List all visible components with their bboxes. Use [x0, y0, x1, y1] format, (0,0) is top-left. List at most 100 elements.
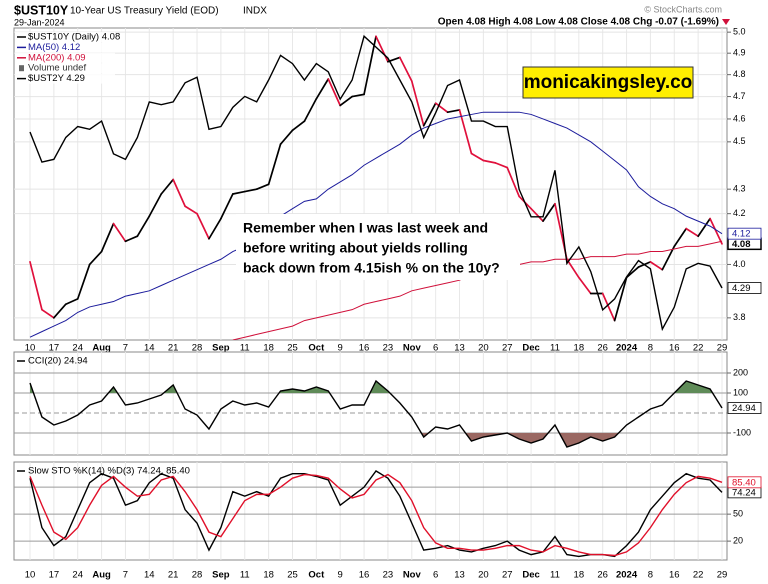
price-segment [124, 235, 139, 243]
price-segment [160, 178, 175, 195]
security-name: 10-Year US Treasury Yield (EOD) [70, 6, 219, 17]
band-fill [30, 381, 722, 393]
price-segment [422, 102, 437, 127]
x-tick-label: 20 [478, 343, 489, 354]
value-box-label: 74.24 [732, 487, 756, 498]
down-arrow [722, 19, 730, 25]
value-box-label: 4.12 [732, 229, 751, 240]
x-tick-label: 13 [454, 343, 465, 354]
series-line [29, 111, 723, 338]
x-tick-label: Aug [92, 343, 111, 354]
legend-bg [15, 52, 115, 63]
price-segment [613, 276, 628, 322]
legend-bg [15, 63, 115, 74]
y-tick-label: 3.8 [733, 312, 746, 322]
symbol: $UST10Y [14, 3, 69, 17]
price-segment [100, 222, 115, 253]
x-tick-label: Sep [212, 570, 230, 581]
price-segment [709, 217, 723, 245]
legend-label: MA(200) 4.09 [28, 52, 86, 63]
x-tick-label: Nov [403, 570, 422, 581]
price-segment [661, 245, 676, 271]
price-segment [625, 266, 640, 279]
x-tick-label: 16 [669, 343, 680, 354]
price-segment [303, 97, 318, 123]
y-tick-label: 200 [733, 367, 748, 377]
quote: Open 4.08 High 4.08 Low 4.08 Close 4.08 … [438, 17, 719, 28]
x-tick-label: 11 [550, 343, 560, 354]
value-box-label: 24.94 [732, 403, 756, 414]
price-segment [315, 78, 330, 100]
x-tick-label: 11 [240, 570, 250, 581]
y-tick-label: 50 [733, 509, 743, 519]
annotation-line: Remember when I was last week and [243, 220, 488, 236]
value-box [727, 227, 762, 240]
price-segment [697, 217, 711, 238]
price-segment [542, 202, 556, 222]
y-tick-label: 4.3 [733, 184, 746, 194]
value-box [727, 282, 762, 294]
x-tick-label: 17 [49, 570, 60, 581]
price-segment [148, 193, 163, 217]
price-segment [64, 297, 79, 306]
price-segment [88, 250, 103, 266]
y-tick-label: 4.2 [733, 208, 746, 218]
price-segment [291, 120, 306, 132]
panel-title: Slow STO %K(14) %D(3) 74.24, 85.40 [28, 466, 190, 477]
x-tick-label: 2024 [616, 570, 638, 581]
price-segment [399, 56, 413, 83]
x-tick-label: 23 [383, 343, 394, 354]
x-tick-label: 26 [597, 570, 608, 581]
x-tick-label: 9 [338, 570, 343, 581]
price-segment [327, 78, 342, 107]
price-segment [255, 183, 270, 191]
x-tick-label: 25 [287, 343, 298, 354]
legend-label: MA(50) 4.12 [28, 42, 80, 53]
price-segment [458, 109, 473, 155]
x-tick-label: 6 [433, 570, 438, 581]
x-tick-label: 28 [192, 570, 203, 581]
price-segment [649, 261, 664, 271]
series-line [29, 379, 723, 448]
panel-frame [13, 351, 728, 456]
price-segment [267, 143, 282, 186]
value-box-label: 4.08 [732, 239, 751, 250]
value-box-label: 85.40 [732, 477, 756, 488]
x-tick-label: 29 [717, 570, 728, 581]
x-tick-label: 21 [168, 343, 179, 354]
y-tick-label: 4.9 [733, 48, 746, 58]
x-tick-label: 29 [717, 343, 728, 354]
x-tick-label: 9 [338, 343, 343, 354]
y-tick-label: 4.6 [733, 113, 746, 123]
legend-bg [15, 42, 115, 53]
y-tick-label: 4.8 [733, 69, 746, 79]
series-layer [29, 470, 723, 558]
price-segment [530, 207, 544, 222]
x-tick-label: 18 [574, 570, 585, 581]
value-box-label: 4.29 [732, 283, 751, 294]
x-tick-label: 21 [168, 570, 179, 581]
x-tick-label: 20 [478, 570, 489, 581]
y-tick-label: 4.0 [733, 259, 746, 269]
x-tick-label: 26 [597, 343, 608, 354]
price-segment [577, 276, 592, 295]
x-tick-label: 8 [648, 343, 653, 354]
price-segment [410, 80, 425, 127]
price-segment [482, 159, 497, 164]
price-segment [29, 261, 43, 311]
series-line [29, 473, 723, 557]
x-tick-label: Sep [212, 343, 230, 354]
x-tick-label: Oct [308, 343, 325, 354]
legend-label: $UST2Y 4.29 [28, 73, 85, 84]
price-segment [470, 152, 485, 162]
legend-swatch [19, 65, 24, 72]
price-segment [375, 35, 389, 63]
price-segment [566, 258, 580, 279]
x-tick-label: 14 [144, 343, 155, 354]
price-segment [494, 162, 509, 169]
x-tick-label: 18 [263, 570, 274, 581]
x-tick-label: 16 [669, 570, 680, 581]
y-tick-label: 4.5 [733, 136, 746, 146]
series-layer [29, 379, 723, 448]
